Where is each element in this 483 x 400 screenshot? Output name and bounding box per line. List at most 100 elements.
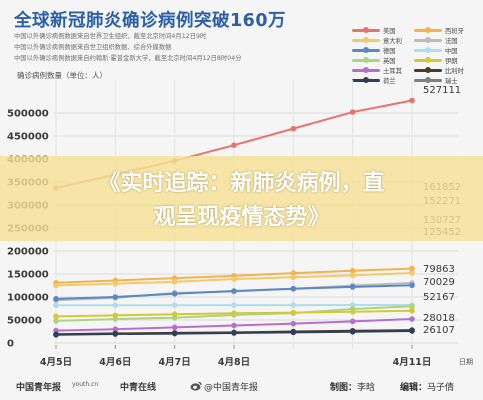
- series-荷兰: [53, 328, 415, 338]
- logo-cyol: 中青在线: [120, 383, 157, 393]
- data-point: [290, 302, 297, 308]
- data-point: [231, 288, 237, 294]
- series-中国: [53, 302, 415, 309]
- logo-china-youth-daily: 中国青年报: [16, 383, 62, 393]
- banner-line-1: 《实时追踪：新肺炎病例，直: [98, 171, 385, 196]
- data-point: [112, 280, 119, 287]
- data-point: [409, 303, 415, 310]
- legend-item: 瑞士: [414, 76, 458, 85]
- credit-editor: 编辑：马子倩: [400, 380, 454, 393]
- data-point: [290, 270, 297, 276]
- x-tick-label: 4月11日: [393, 357, 432, 368]
- legend-swatch: [414, 37, 442, 43]
- y-axis-label: 确诊病例数量（单位：人）: [17, 71, 107, 80]
- banner-line-2: 观呈现疫情态势》: [153, 205, 330, 230]
- data-point: [112, 331, 119, 337]
- data-point: [349, 318, 356, 325]
- data-point: [171, 324, 178, 331]
- data-point: [409, 316, 415, 322]
- y-tick-label: 0: [7, 339, 14, 350]
- legend-label: 荷兰: [383, 78, 396, 85]
- data-point: [290, 125, 297, 132]
- legend-item: 意大利: [352, 36, 402, 45]
- legend-label: 美国: [383, 28, 396, 35]
- data-point: [409, 265, 415, 272]
- legend-swatch: [414, 47, 442, 53]
- y-tick-label: 100000: [7, 293, 49, 304]
- x-tick-label: 4月8日: [218, 357, 250, 368]
- data-point: [349, 267, 356, 274]
- legend-label: 中国: [445, 48, 458, 55]
- series-德国: [53, 282, 415, 302]
- data-point: [171, 302, 178, 308]
- x-axis-label: 日期: [459, 358, 473, 366]
- data-point: [409, 328, 415, 334]
- data-point: [112, 326, 119, 333]
- legend-label: 法国: [445, 38, 458, 45]
- x-tick-label: 4月6日: [99, 357, 131, 368]
- y-tick-label: 150000: [7, 270, 49, 281]
- y-tick-label: 500000: [7, 109, 49, 120]
- legend-item: 美国: [352, 26, 396, 35]
- data-point: [290, 320, 297, 327]
- data-point: [290, 329, 297, 336]
- data-point: [171, 330, 178, 337]
- legend-label: 英国: [383, 58, 396, 65]
- legend-label: 瑞士: [445, 78, 458, 85]
- data-point: [231, 302, 237, 308]
- legend-label: 比利时: [445, 68, 464, 75]
- data-point: [171, 279, 178, 285]
- legend-label: 西班牙: [445, 28, 464, 35]
- x-tick-label: 4月5日: [40, 357, 72, 368]
- weibo-icon: [190, 381, 202, 391]
- data-point: [231, 322, 237, 329]
- legend-item: 比利时: [414, 66, 464, 75]
- credit-editor-label: 编辑：: [400, 383, 428, 393]
- data-point: [290, 274, 297, 281]
- legend-label: 德国: [383, 48, 396, 55]
- headline-banner: [0, 156, 483, 241]
- credit-maker-label: 制图：: [330, 383, 358, 393]
- legend-item: 伊朗: [414, 56, 458, 65]
- end-label: 79863: [423, 264, 455, 275]
- end-label: 527111: [423, 85, 461, 96]
- data-point: [349, 109, 356, 115]
- data-point: [53, 313, 59, 320]
- legend-swatch: [414, 77, 442, 83]
- credit-maker-name: 李晗: [357, 383, 376, 393]
- data-point: [409, 97, 415, 104]
- data-point: [409, 282, 415, 289]
- logo-youth-cn: youth.cn: [72, 381, 99, 388]
- legend-item: 法国: [414, 36, 458, 45]
- data-point: [231, 310, 237, 317]
- data-point: [290, 309, 297, 316]
- data-point: [171, 311, 178, 318]
- legend-label: 意大利: [383, 38, 402, 45]
- legend-swatch: [352, 27, 380, 33]
- credit-editor-name: 马子倩: [427, 383, 455, 393]
- legend-swatch: [352, 57, 380, 63]
- legend-swatch: [352, 67, 380, 73]
- legend-swatch: [352, 77, 380, 83]
- x-tick-label: 4月7日: [159, 357, 191, 368]
- data-point: [231, 276, 237, 282]
- footer: 中国青年报 youth.cn 中青在线 @中国青年报 制图：李晗 编辑：马子倩: [0, 372, 483, 400]
- source-note-2: 中国以外确诊病例数据来自世卫组织数据、综合外媒数据: [14, 44, 172, 51]
- y-tick-label: 50000: [7, 316, 42, 327]
- data-point: [53, 302, 59, 309]
- series-意大利: [53, 270, 415, 289]
- legend-item: 荷兰: [352, 76, 396, 85]
- end-label: 28018: [423, 313, 455, 324]
- data-point: [231, 142, 237, 148]
- data-point: [53, 332, 59, 338]
- legend-item: 西班牙: [414, 26, 464, 35]
- data-point: [112, 294, 119, 300]
- x-ticks: 4月5日 4月6日 4月7日 4月8日 4月11日: [40, 345, 432, 368]
- legend-item: 德国: [352, 46, 396, 55]
- data-point: [409, 270, 415, 276]
- data-point: [349, 302, 356, 308]
- data-point: [171, 290, 178, 297]
- series-伊朗: [53, 307, 415, 320]
- data-point: [112, 302, 119, 309]
- legend-label: 伊朗: [445, 58, 458, 65]
